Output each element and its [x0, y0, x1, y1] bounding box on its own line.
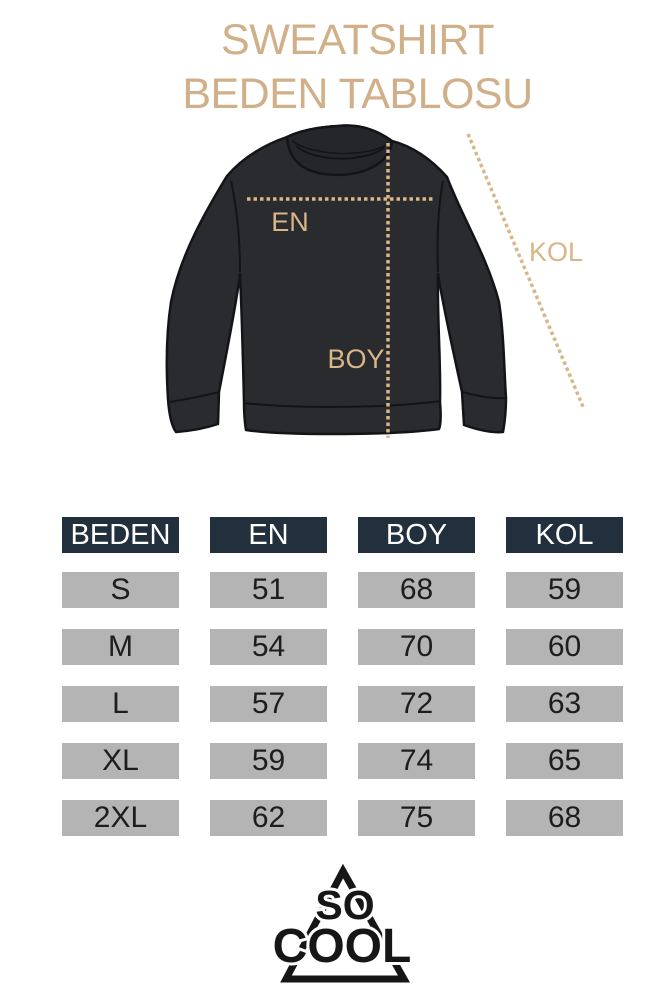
sleeve-label: KOL [529, 237, 583, 267]
en-cell: 54 [210, 629, 327, 665]
left-shoulder-seam [230, 180, 241, 273]
en-cell: 51 [210, 572, 327, 608]
table-row: M 54 70 60 [62, 629, 623, 665]
size-cell: S [62, 572, 179, 608]
boy-cell: 74 [358, 743, 475, 779]
width-label: EN [271, 207, 309, 237]
kol-cell: 63 [506, 686, 623, 722]
en-cell: 62 [210, 800, 327, 836]
right-cuff-seam [461, 391, 506, 400]
size-cell: XL [62, 743, 179, 779]
page-title-line1: SWEATSHIRT [221, 16, 494, 64]
logo-line2: COOL [273, 920, 412, 973]
en-cell: 59 [210, 743, 327, 779]
brand-logo: SO COOL [270, 863, 414, 983]
size-table: BEDEN EN BOY KOL S 51 68 59 M 54 70 60 L… [62, 517, 623, 857]
boy-cell: 75 [358, 800, 475, 836]
collar-seam-inner [295, 145, 385, 160]
kol-cell: 60 [506, 629, 623, 665]
boy-cell: 70 [358, 629, 475, 665]
right-shoulder-seam [436, 180, 444, 273]
boy-cell: 72 [358, 686, 475, 722]
length-label: BOY [327, 344, 384, 374]
header-cell-en: EN [210, 517, 327, 553]
size-cell: M [62, 629, 179, 665]
sweatshirt-diagram: EN BOY KOL [165, 124, 586, 438]
table-header-row: BEDEN EN BOY KOL [62, 517, 623, 553]
header-cell-kol: KOL [506, 517, 623, 553]
size-cell: L [62, 686, 179, 722]
size-cell: 2XL [62, 800, 179, 836]
triangle-icon [280, 863, 410, 983]
sweatshirt-illustration [165, 124, 508, 436]
header-cell-boy: BOY [358, 517, 475, 553]
header-cell-beden: BEDEN [62, 517, 179, 553]
table-row: XL 59 74 65 [62, 743, 623, 779]
table-row: S 51 68 59 [62, 572, 623, 608]
boy-cell: 68 [358, 572, 475, 608]
table-row: L 57 72 63 [62, 686, 623, 722]
page-title-line2: BEDEN TABLOSU [182, 70, 533, 118]
kol-cell: 68 [506, 800, 623, 836]
page-title: SWEATSHIRT BEDEN TABLOSU [24, 13, 667, 121]
collar [285, 124, 394, 177]
kol-cell: 65 [506, 743, 623, 779]
kol-cell: 59 [506, 572, 623, 608]
hem-seam [243, 400, 441, 408]
sleeve-measure-line [466, 133, 586, 410]
logo-line1: SO [315, 882, 374, 928]
left-cuff-seam [169, 391, 220, 403]
table-row: 2XL 62 75 68 [62, 800, 623, 836]
collar-seam-outer [291, 140, 389, 155]
en-cell: 57 [210, 686, 327, 722]
